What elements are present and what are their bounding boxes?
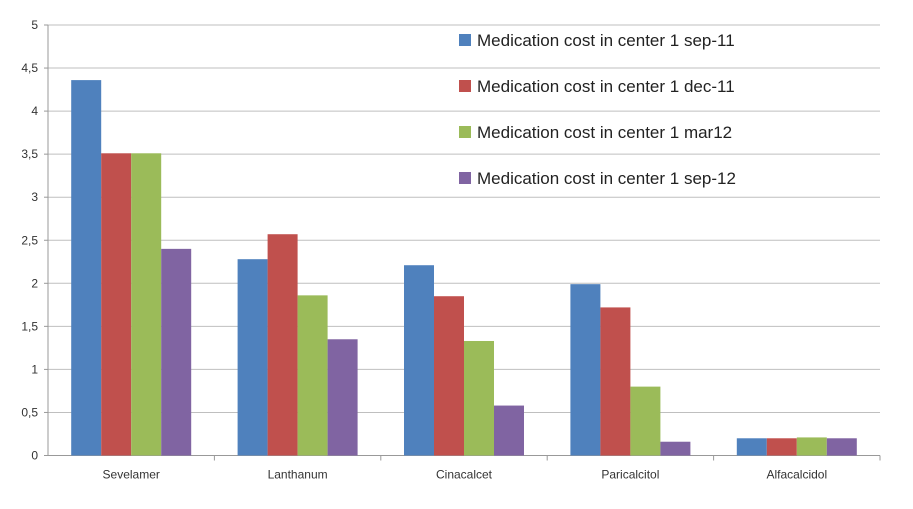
legend-swatch — [459, 172, 471, 184]
y-tick-label: 4 — [31, 104, 38, 118]
bar-lanthanum-1 — [267, 234, 298, 456]
bar-sevelamer-3 — [161, 248, 192, 456]
bar-paricalcitol-2 — [630, 386, 661, 456]
y-tick-label: 2 — [31, 276, 38, 290]
y-tick-label: 3 — [31, 190, 38, 204]
bar-cinacalcet-2 — [464, 340, 494, 456]
legend-label: Medication cost in center 1 sep-11 — [477, 31, 735, 50]
bar-cinacalcet-1 — [434, 296, 464, 456]
bar-lanthanum-2 — [297, 295, 328, 456]
legend-swatch — [459, 126, 471, 138]
bar-alfacalcidol-0 — [736, 438, 767, 456]
legend-label: Medication cost in center 1 dec-11 — [477, 77, 735, 96]
x-category-label: Lanthanum — [268, 468, 328, 482]
x-category-label: Alfacalcidol — [766, 468, 827, 482]
legend-label: Medication cost in center 1 sep-12 — [477, 169, 736, 188]
x-category-label: Cinacalcet — [436, 468, 493, 482]
y-tick-label: 4,5 — [21, 61, 38, 75]
bar-sevelamer-0 — [71, 80, 102, 456]
bar-paricalcitol-0 — [570, 284, 601, 456]
bar-cinacalcet-0 — [404, 265, 434, 456]
y-tick-label: 1,5 — [21, 319, 38, 333]
y-tick-label: 2,5 — [21, 233, 38, 247]
y-tick-label: 3,5 — [21, 147, 38, 161]
bar-alfacalcidol-2 — [796, 437, 827, 456]
x-category-label: Paricalcitol — [601, 468, 659, 482]
bar-paricalcitol-1 — [600, 307, 631, 456]
x-category-label: Sevelamer — [103, 468, 160, 482]
legend-swatch — [459, 80, 471, 92]
y-tick-label: 0,5 — [21, 405, 38, 419]
bar-alfacalcidol-3 — [826, 438, 857, 456]
bar-sevelamer-1 — [101, 153, 132, 456]
bar-lanthanum-0 — [237, 259, 268, 456]
y-tick-label: 1 — [31, 362, 38, 376]
bar-lanthanum-3 — [327, 339, 358, 456]
bar-sevelamer-2 — [131, 153, 162, 456]
legend-label: Medication cost in center 1 mar12 — [477, 123, 732, 142]
bar-alfacalcidol-1 — [766, 438, 797, 456]
bar-cinacalcet-3 — [494, 405, 524, 456]
y-tick-label: 5 — [31, 18, 38, 32]
y-tick-label: 0 — [31, 449, 38, 463]
legend-swatch — [459, 34, 471, 46]
bar-paricalcitol-3 — [660, 441, 691, 456]
